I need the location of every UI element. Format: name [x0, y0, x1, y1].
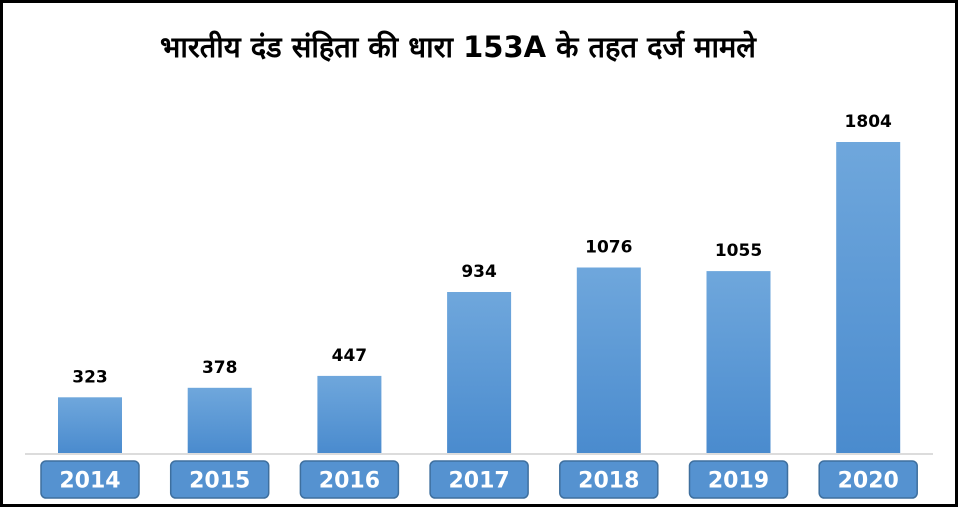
bar-2020	[836, 142, 901, 453]
category-box-2016	[299, 460, 400, 499]
category-box-2014	[40, 460, 140, 499]
bar-chart: 323 2014 378 2015 447 2016 934 2017 1076 2018 1055…	[25, 112, 933, 499]
category-box-2015	[169, 460, 270, 499]
bar-2015	[187, 387, 252, 453]
tick-label-2020: 2020	[838, 469, 899, 494]
data-label-2020: 1804	[845, 112, 892, 132]
bar-2014	[58, 397, 122, 453]
bar-2018	[576, 267, 641, 453]
bar-2019	[706, 271, 771, 453]
data-label-2019: 1055	[715, 241, 762, 261]
category-box-2019	[688, 460, 789, 499]
category-box-2017	[429, 460, 529, 499]
data-label-2016: 447	[332, 346, 368, 366]
data-label-2018: 1076	[585, 238, 632, 258]
tick-label-2019: 2019	[708, 469, 769, 494]
tick-label-2017: 2017	[448, 469, 509, 494]
tick-label-2014: 2014	[59, 469, 120, 494]
bar-2017	[447, 292, 512, 453]
bar-2016	[317, 375, 382, 453]
data-label-2014: 323	[72, 367, 108, 387]
category-box-2018	[559, 460, 659, 499]
chart-title: भारतीय दंड संहिता की धारा 153A के तहत दर…	[160, 30, 756, 64]
tick-label-2016: 2016	[319, 469, 380, 494]
category-box-2020	[818, 460, 918, 499]
tick-label-2018: 2018	[578, 469, 639, 494]
data-label-2015: 378	[202, 358, 238, 378]
tick-label-2015: 2015	[189, 469, 250, 494]
data-label-2017: 934	[461, 262, 497, 282]
